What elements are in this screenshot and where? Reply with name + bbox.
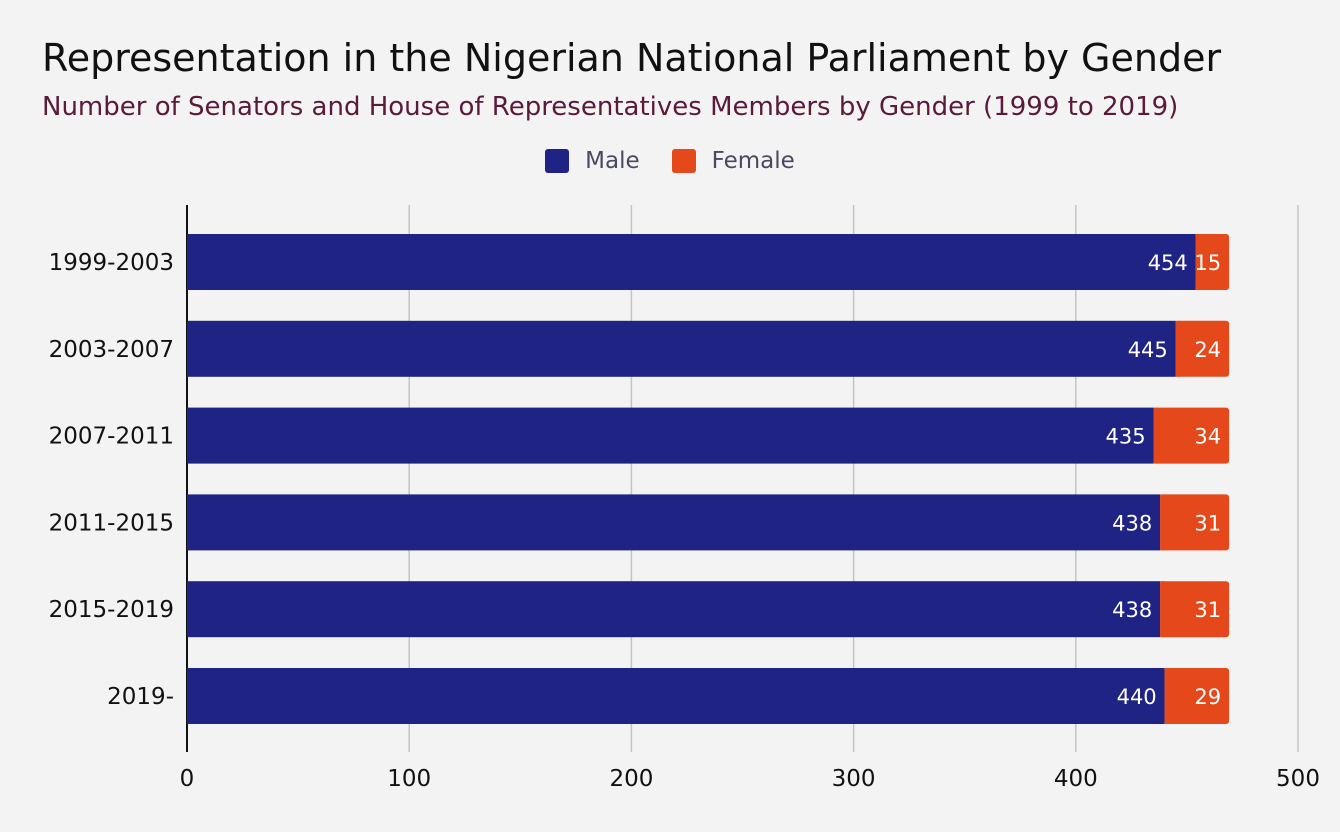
legend-item-male[interactable]: Male — [545, 148, 640, 174]
chart-title: Representation in the Nigerian National … — [42, 36, 1222, 80]
bar-male-2019- — [187, 668, 1165, 724]
bar-female-edge-2007-2011 — [1153, 407, 1158, 464]
bar-female-edge-2003-2007 — [1175, 320, 1180, 377]
bar-female-edge-2011-2015 — [1160, 494, 1165, 551]
legend-swatch-female — [671, 149, 696, 173]
legend-label-female: Female — [711, 148, 795, 174]
x-tick-label-500: 500 — [1276, 766, 1320, 792]
data-label-female-2011-2015: 31 — [1194, 511, 1221, 535]
bar-female-2015-2019 — [1160, 581, 1230, 638]
y-tick-label-2007-2011: 2007-2011 — [49, 424, 174, 450]
bar-male-2011-2015 — [187, 494, 1161, 551]
y-tick-label-1999-2003: 1999-2003 — [49, 250, 174, 276]
bar-female-edge-2015-2019 — [1160, 581, 1165, 638]
data-label-male-2007-2011: 435 — [1105, 425, 1145, 449]
data-label-male-2003-2007: 445 — [1128, 338, 1168, 362]
chart-subtitle: Number of Senators and House of Represen… — [42, 92, 1179, 122]
data-label-male-2019-: 440 — [1117, 685, 1157, 709]
bar-male-2007-2011 — [187, 407, 1154, 464]
legend-item-female[interactable]: Female — [671, 148, 795, 174]
y-tick-label-2015-2019: 2015-2019 — [49, 597, 174, 623]
y-tick-label-2011-2015: 2011-2015 — [49, 510, 174, 536]
bar-female-2003-2007 — [1175, 320, 1230, 377]
x-tick-label-400: 400 — [1054, 766, 1098, 792]
bar-female-2007-2011 — [1153, 407, 1230, 464]
data-label-male-1999-2003: 454 — [1148, 251, 1188, 275]
legend-swatch-male — [545, 149, 570, 173]
bar-male-2003-2007 — [187, 320, 1176, 377]
data-label-female-2015-2019: 31 — [1194, 598, 1221, 622]
data-label-female-2003-2007: 24 — [1194, 338, 1221, 362]
x-tick-label-100: 100 — [387, 766, 431, 792]
data-label-female-1999-2003: 15 — [1194, 251, 1221, 275]
bar-female-edge-1999-2003 — [1195, 234, 1200, 290]
legend: Male Female — [0, 148, 1340, 174]
bar-male-2015-2019 — [187, 581, 1161, 638]
x-tick-label-0: 0 — [180, 766, 195, 792]
x-tick-label-300: 300 — [832, 766, 876, 792]
bar-female-1999-2003 — [1195, 234, 1230, 290]
y-tick-label-2003-2007: 2003-2007 — [49, 337, 174, 363]
data-label-male-2011-2015: 438 — [1112, 511, 1152, 535]
bar-female-edge-2019- — [1164, 668, 1169, 724]
bar-female-2019- — [1164, 668, 1230, 724]
bar-male-1999-2003 — [187, 234, 1196, 290]
data-label-male-2015-2019: 438 — [1112, 598, 1152, 622]
y-tick-label-2019-: 2019- — [107, 684, 174, 710]
x-tick-label-200: 200 — [609, 766, 653, 792]
data-label-female-2019-: 29 — [1194, 685, 1221, 709]
legend-label-male: Male — [585, 148, 640, 174]
bar-female-2011-2015 — [1160, 494, 1230, 551]
data-label-female-2007-2011: 34 — [1194, 425, 1221, 449]
